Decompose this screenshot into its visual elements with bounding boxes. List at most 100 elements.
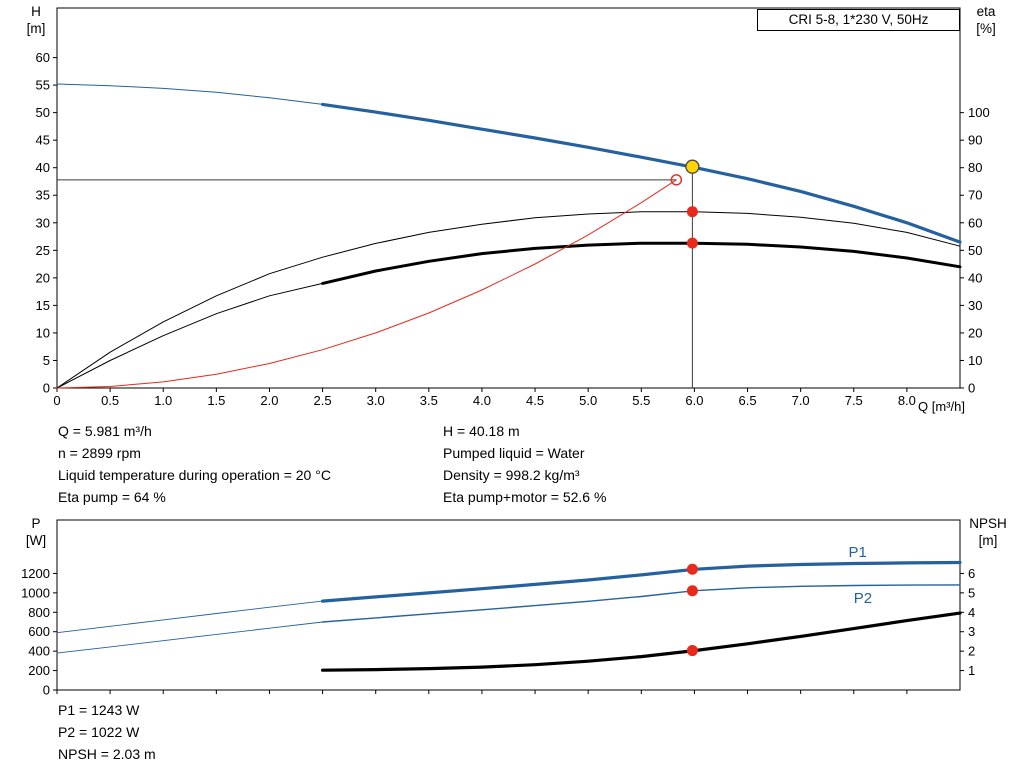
eta-pump-motor-curve-extension	[56, 282, 324, 389]
axis-title-line: H	[31, 4, 41, 19]
y-right-tick-label: 80	[968, 160, 982, 175]
y-right-tick-label: 70	[968, 188, 982, 203]
y-left-tick-label: 600	[28, 624, 50, 639]
eta-pump-curve	[56, 211, 961, 389]
x-tick-label: 7.5	[845, 393, 863, 408]
x-tick-label: 1.5	[207, 393, 225, 408]
info-line-speed: n = 2899 rpm	[58, 445, 141, 461]
x-tick-label: 2.5	[314, 393, 332, 408]
y-left-tick-label: 40	[36, 160, 50, 175]
y-left-tick-label: 0	[43, 683, 50, 698]
power-info-column: P1 = 1243 W P2 = 1022 W NPSH = 2.03 m	[58, 699, 156, 765]
x-tick-label: 2.0	[260, 393, 278, 408]
y-left-tick-label: 60	[36, 50, 50, 65]
y-left-tick-label: 30	[36, 215, 50, 230]
eta-pump-point	[686, 206, 698, 218]
power-npsh-chart: 0 200 400 600 800 1000 1200 1 2 3 4 5 6 P1 P2	[21, 519, 975, 698]
y-right-tick-label: 50	[968, 243, 982, 258]
y-left-tick-label: 35	[36, 188, 50, 203]
y-right-tick-label: 5	[968, 585, 975, 600]
y-right-tick-label: 90	[968, 133, 982, 148]
info-line-head: H = 40.18 m	[443, 423, 520, 439]
y-left-tick-label: 5	[43, 353, 50, 368]
y-right-tick-label: 4	[968, 605, 975, 620]
x-tick-label: 4.5	[526, 393, 544, 408]
x-tick-label: 7.0	[792, 393, 810, 408]
axis-title-line: [W]	[25, 533, 47, 548]
x-tick-label: 5.0	[579, 393, 597, 408]
y-left-tick-label: 15	[36, 298, 50, 313]
y-left-tick-label: 50	[36, 105, 50, 120]
x-tick-label: 8.0	[898, 393, 916, 408]
eta-axis-title: eta [%]	[962, 3, 1010, 37]
plot-area	[56, 519, 961, 691]
power-axis-title: P [W]	[16, 515, 56, 549]
y-right-tick-label: 0	[968, 381, 975, 396]
x-tick-label: 1.0	[154, 393, 172, 408]
y-left-tick-label: 800	[28, 605, 50, 620]
info-line-pumped-liquid: Pumped liquid = Water	[443, 445, 585, 461]
info-line-p2: P2 = 1022 W	[58, 724, 140, 740]
axis-title-line: [m]	[26, 21, 46, 36]
y-left-tick-label: 55	[36, 78, 50, 93]
series-label-p1: P1	[848, 544, 866, 561]
p2-curve	[321, 584, 961, 623]
y-right-tick-label: 2	[968, 644, 975, 659]
x-tick-label: 4.0	[473, 393, 491, 408]
npsh-curve	[321, 611, 962, 672]
info-line-liquid-temperature: Liquid temperature during operation = 20…	[58, 467, 331, 483]
p1-point	[686, 563, 698, 575]
head-flow-chart: 0 0.5 1.0 1.5 2.0 2.5 3.0 3.5 4.0 4.5 5.0 5.5 6.0 6.5…	[36, 7, 990, 408]
axis-title-line: eta	[976, 4, 996, 19]
x-tick-label: 3.5	[420, 393, 438, 408]
y-right-tick-label: 3	[968, 624, 975, 639]
y-right-tick-label: 30	[968, 298, 982, 313]
y-right-tick-label: 6	[968, 566, 975, 581]
pump-curve-extension	[56, 83, 324, 105]
y-right-tick-label: 1	[968, 663, 975, 678]
y-left-tick-label: 1000	[21, 585, 50, 600]
info-line-density: Density = 998.2 kg/m³	[443, 467, 580, 483]
axis-title-line: [m]	[978, 533, 998, 548]
x-tick-label: 0	[53, 393, 60, 408]
system-curve	[56, 179, 677, 389]
eta-pump-motor-curve	[321, 241, 962, 285]
x-tick-label: 6.5	[738, 393, 756, 408]
y-left-tick-label: 10	[36, 325, 50, 340]
p2-point	[686, 585, 698, 597]
y-right-tick-label: 10	[968, 353, 982, 368]
y-left-tick-label: 400	[28, 644, 50, 659]
p2-curve-extension	[56, 621, 324, 654]
info-line-flow: Q = 5.981 m³/h	[58, 423, 152, 439]
y-left-tick-label: 25	[36, 243, 50, 258]
duty-info-left-column: Q = 5.981 m³/h n = 2899 rpm Liquid tempe…	[58, 420, 331, 508]
requested-duty-point	[670, 174, 683, 186]
y-right-tick-label: 60	[968, 215, 982, 230]
y-left-tick-label: 20	[36, 270, 50, 285]
duty-info-right-column: H = 40.18 m Pumped liquid = Water Densit…	[443, 420, 606, 508]
head-axis-title: H [m]	[16, 3, 56, 37]
y-right-tick-label: 100	[968, 105, 990, 120]
info-line-eta-pump: Eta pump = 64 %	[58, 489, 166, 505]
info-line-p1: P1 = 1243 W	[58, 702, 140, 718]
info-line-npsh: NPSH = 2.03 m	[58, 746, 156, 762]
flow-axis-title: Q [m³/h]	[918, 399, 965, 414]
axis-title-line: NPSH	[969, 516, 1007, 531]
p1-curve-extension	[56, 600, 324, 634]
y-left-tick-label: 0	[43, 381, 50, 396]
y-right-tick-label: 40	[968, 270, 982, 285]
npsh-axis-title: NPSH [m]	[956, 515, 1020, 549]
p1-curve	[321, 560, 962, 603]
axis-title-line: P	[31, 516, 41, 531]
x-tick-label: 5.5	[632, 393, 650, 408]
duty-point	[685, 159, 700, 174]
y-right-tick-label: 20	[968, 325, 982, 340]
axis-title-line: [%]	[976, 21, 996, 36]
series-label-p2: P2	[854, 590, 872, 607]
plot-area	[56, 7, 961, 389]
info-line-eta-pump-motor: Eta pump+motor = 52.6 %	[443, 489, 607, 505]
y-left-tick-label: 200	[28, 663, 50, 678]
x-tick-label: 3.0	[367, 393, 385, 408]
y-left-tick-label: 1200	[21, 566, 50, 581]
